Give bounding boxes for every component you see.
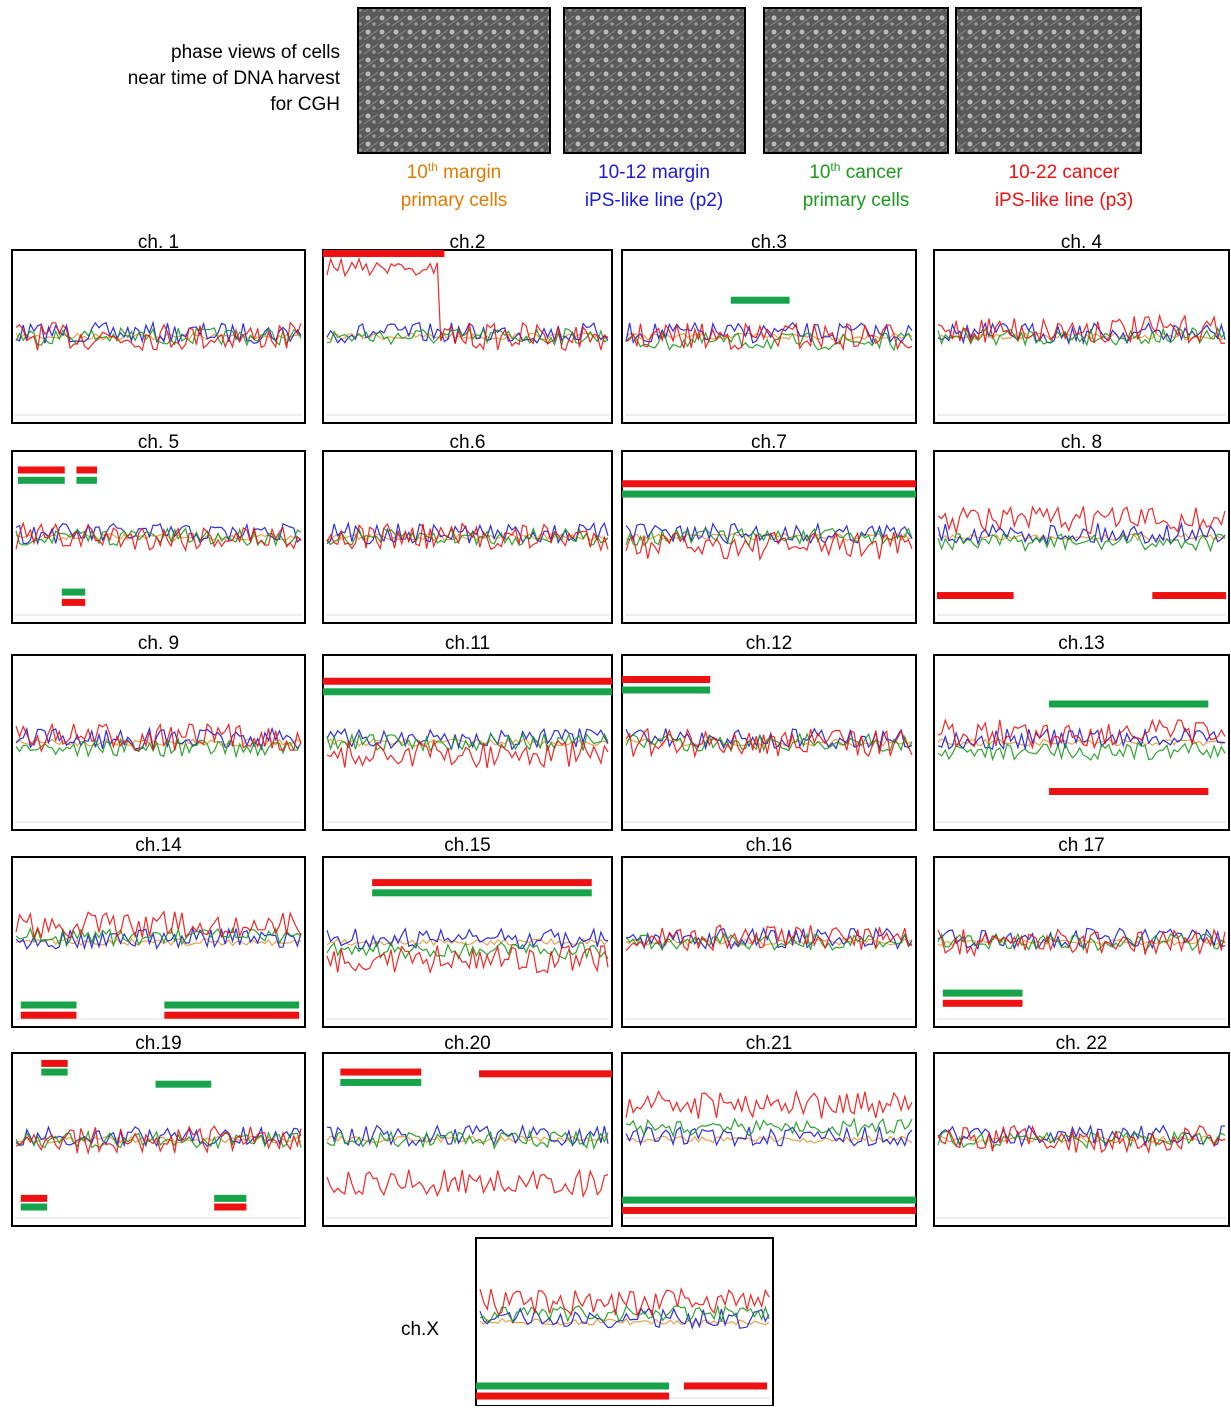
sample-label: 10-22 cancer xyxy=(1009,162,1121,183)
region-bar xyxy=(76,466,97,473)
region-bar xyxy=(340,1069,421,1076)
region-bar xyxy=(76,477,97,484)
sample-label: primary cells xyxy=(401,190,508,211)
region-bar xyxy=(622,676,710,683)
label-text: 10 xyxy=(407,162,428,183)
region-bar xyxy=(18,466,65,473)
cell-photo xyxy=(956,8,1141,153)
sample-label: primary cells xyxy=(803,190,910,211)
region-bar xyxy=(164,1012,299,1019)
panel-label: ch. 8 xyxy=(1061,432,1102,453)
panel-label: ch.7 xyxy=(751,432,787,453)
panel-label: ch. 22 xyxy=(1056,1033,1108,1054)
panel-label: ch.16 xyxy=(746,835,792,856)
header: phase views of cells near time of DNA ha… xyxy=(128,8,1141,153)
panel-frame xyxy=(12,250,305,423)
region-bar xyxy=(1049,701,1208,708)
panel-label: ch. 9 xyxy=(138,633,179,654)
region-bar xyxy=(164,1002,299,1009)
region-bar xyxy=(372,889,592,896)
label-sup: th xyxy=(428,160,438,174)
region-bar xyxy=(323,678,612,685)
region-bar xyxy=(1152,592,1226,599)
region-bar xyxy=(476,1382,669,1389)
region-bar xyxy=(622,687,710,694)
region-bar xyxy=(731,297,790,304)
region-bar xyxy=(156,1081,212,1088)
region-bar xyxy=(684,1382,767,1389)
region-bar xyxy=(21,1204,47,1211)
panel-label: ch.20 xyxy=(444,1033,490,1054)
region-bar xyxy=(21,1195,47,1202)
region-bar xyxy=(943,1000,1023,1007)
caption: near time of DNA harvest xyxy=(128,68,341,89)
region-bar xyxy=(937,592,1014,599)
region-bar xyxy=(340,1079,421,1086)
label-text: cancer xyxy=(840,162,903,183)
region-bar xyxy=(622,491,916,498)
region-bar xyxy=(323,250,444,257)
region-bar xyxy=(622,1207,916,1214)
sample-label: 10th cancer xyxy=(809,160,903,183)
region-bar xyxy=(62,589,85,596)
label-text: 10-12 margin xyxy=(598,162,710,183)
page: phase views of cells near time of DNA ha… xyxy=(0,0,1231,1406)
region-bar xyxy=(18,477,65,484)
region-bar xyxy=(476,1393,669,1400)
region-bar xyxy=(21,1012,77,1019)
panel-label: ch.15 xyxy=(444,835,490,856)
panel-label: ch.X xyxy=(401,1319,439,1340)
region-bar xyxy=(62,599,85,606)
panel-label: ch.13 xyxy=(1058,633,1104,654)
region-bar xyxy=(622,1197,916,1204)
region-bar xyxy=(41,1069,67,1076)
cell-photo xyxy=(764,8,948,153)
sample-label: 10-12 margin xyxy=(598,162,710,183)
region-bar xyxy=(21,1002,77,1009)
panel-label: ch.21 xyxy=(746,1033,792,1054)
panel-label: ch.6 xyxy=(450,432,486,453)
region-bar xyxy=(41,1060,67,1067)
panel-label: ch. 5 xyxy=(138,432,179,453)
panel-label: ch.11 xyxy=(445,633,490,654)
panel-frame xyxy=(934,1053,1229,1226)
sample-label: iPS-like line (p2) xyxy=(585,190,723,211)
region-bar xyxy=(622,480,916,487)
region-bar xyxy=(1049,788,1208,795)
sample-label: 10th margin xyxy=(407,160,502,183)
label-text: 10 xyxy=(809,162,830,183)
panel-label: ch.14 xyxy=(135,835,182,856)
label-sup: th xyxy=(830,160,840,174)
sample-label: iPS-like line (p3) xyxy=(995,190,1133,211)
caption: for CGH xyxy=(270,94,340,115)
region-bar xyxy=(372,879,592,886)
cell-photo xyxy=(564,8,745,153)
label-text: 10-22 cancer xyxy=(1009,162,1121,183)
label-text: margin xyxy=(438,162,501,183)
region-bar xyxy=(479,1070,612,1077)
region-bar xyxy=(323,688,612,695)
region-bar xyxy=(943,990,1023,997)
panel-label: ch.12 xyxy=(746,633,792,654)
cell-photo xyxy=(358,8,550,153)
panel-label: ch 17 xyxy=(1058,835,1104,856)
caption: phase views of cells xyxy=(171,42,340,63)
figure: phase views of cells near time of DNA ha… xyxy=(0,0,1231,1406)
region-bar xyxy=(214,1195,246,1202)
region-bar xyxy=(214,1204,246,1211)
panel-label: ch.19 xyxy=(135,1033,181,1054)
